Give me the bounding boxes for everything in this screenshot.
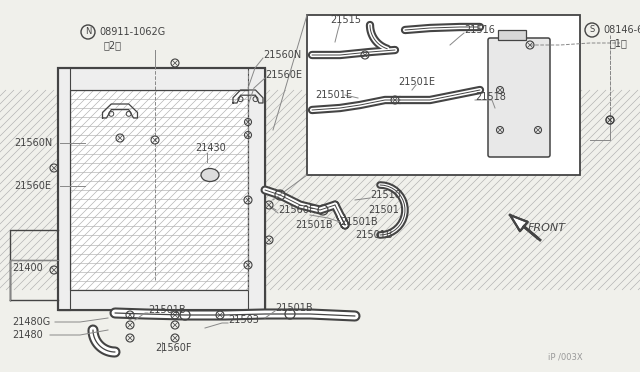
Bar xyxy=(248,68,265,310)
Bar xyxy=(307,15,580,175)
Bar xyxy=(58,68,70,310)
FancyBboxPatch shape xyxy=(488,38,550,157)
Text: 21560N: 21560N xyxy=(14,138,52,148)
Text: 21480: 21480 xyxy=(12,330,43,340)
Bar xyxy=(58,68,265,90)
Text: 21560E: 21560E xyxy=(14,181,51,191)
Text: 21515: 21515 xyxy=(330,15,361,25)
Text: 21510: 21510 xyxy=(370,190,401,200)
Bar xyxy=(58,68,265,310)
Text: 21480G: 21480G xyxy=(12,317,51,327)
Text: 21430: 21430 xyxy=(195,143,226,153)
Bar xyxy=(58,68,70,310)
Text: 21560E: 21560E xyxy=(265,70,302,80)
Text: iP /003X: iP /003X xyxy=(548,353,582,362)
Text: 08146-6162G: 08146-6162G xyxy=(603,25,640,35)
Text: 21501B: 21501B xyxy=(340,217,378,227)
Bar xyxy=(58,290,265,310)
Text: 21501B: 21501B xyxy=(295,220,333,230)
Text: 21503: 21503 xyxy=(228,315,259,325)
Bar xyxy=(58,68,265,310)
Text: FRONT: FRONT xyxy=(528,223,566,233)
Text: 21501B: 21501B xyxy=(275,303,312,313)
Text: 21518: 21518 xyxy=(475,92,506,102)
Text: 08911-1062G: 08911-1062G xyxy=(99,27,165,37)
Text: 21501B: 21501B xyxy=(148,305,186,315)
Text: 21516: 21516 xyxy=(464,25,495,35)
Text: N: N xyxy=(85,28,91,36)
Text: 21501B: 21501B xyxy=(355,230,392,240)
Text: （2）: （2） xyxy=(104,40,122,50)
Bar xyxy=(58,290,265,310)
Text: 21560F: 21560F xyxy=(155,343,191,353)
Bar xyxy=(70,90,248,290)
Polygon shape xyxy=(510,215,527,231)
Bar xyxy=(248,68,266,310)
Bar xyxy=(498,30,526,40)
Text: 21501E: 21501E xyxy=(315,90,352,100)
Text: 21501E: 21501E xyxy=(398,77,435,87)
Ellipse shape xyxy=(201,169,219,182)
Text: （1）: （1） xyxy=(610,38,628,48)
Text: 21501: 21501 xyxy=(368,205,399,215)
Bar xyxy=(58,67,265,90)
Text: 21560N: 21560N xyxy=(263,50,301,60)
Bar xyxy=(70,90,248,290)
Text: S: S xyxy=(589,26,595,35)
Text: 21400: 21400 xyxy=(12,263,43,273)
Text: 21560F: 21560F xyxy=(278,205,314,215)
